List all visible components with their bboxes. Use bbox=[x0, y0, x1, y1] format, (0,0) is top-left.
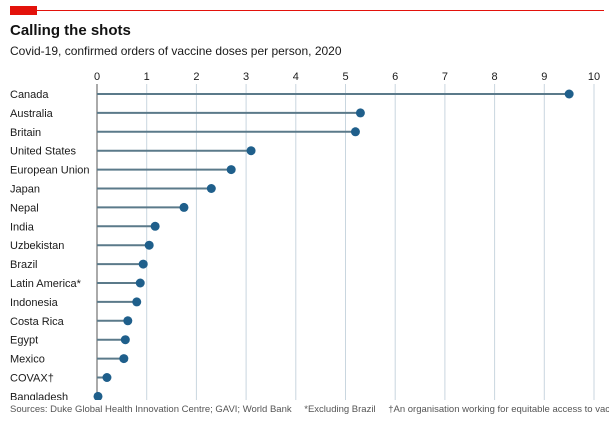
category-label: Britain bbox=[10, 127, 41, 139]
category-label: Latin America* bbox=[10, 278, 82, 290]
x-tick-label-6: 6 bbox=[392, 71, 398, 83]
x-tick-label-4: 4 bbox=[293, 71, 299, 83]
x-tick-labels: 0 1 2 3 4 5 6 7 8 9 10 bbox=[94, 71, 600, 83]
data-point bbox=[150, 221, 160, 231]
x-tick-label-10: 10 bbox=[588, 71, 600, 83]
data-point bbox=[132, 297, 142, 307]
data-point bbox=[120, 335, 130, 345]
category-label: Egypt bbox=[10, 335, 38, 347]
chart-title: Calling the shots bbox=[10, 22, 131, 39]
category-label: Brazil bbox=[10, 259, 38, 271]
x-tick-label-0: 0 bbox=[94, 71, 100, 83]
category-labels: Canada Australia Britain United States Europ… bbox=[10, 89, 90, 400]
stems bbox=[97, 93, 570, 398]
lollipop-chart: 0 1 2 3 4 5 6 7 8 9 10 Canada Australia Britain Unite… bbox=[10, 71, 600, 400]
sources-note: Sources: Duke Global Health Innovation C… bbox=[10, 404, 292, 415]
category-label: Japan bbox=[10, 184, 40, 196]
data-point bbox=[144, 240, 154, 250]
category-label: Uzbekistan bbox=[10, 240, 64, 252]
data-point bbox=[135, 278, 145, 288]
data-point bbox=[179, 202, 189, 212]
data-point bbox=[102, 373, 112, 382]
data-point bbox=[123, 316, 133, 326]
data-point bbox=[119, 354, 129, 364]
brand-tag bbox=[10, 6, 37, 15]
chart-subtitle: Covid-19, confirmed orders of vaccine do… bbox=[10, 44, 342, 58]
x-tick-label-8: 8 bbox=[492, 71, 498, 83]
covax-note: †An organisation working for equitable a… bbox=[388, 404, 609, 415]
data-point bbox=[246, 146, 256, 156]
data-point bbox=[350, 127, 360, 137]
category-label: Australia bbox=[10, 108, 54, 120]
top-rule bbox=[10, 10, 604, 11]
data-point bbox=[206, 184, 216, 193]
dots bbox=[93, 89, 574, 400]
x-tick-label-7: 7 bbox=[442, 71, 448, 83]
data-point bbox=[355, 108, 365, 118]
x-tick-label-9: 9 bbox=[541, 71, 547, 83]
data-point bbox=[138, 259, 148, 269]
data-point bbox=[564, 89, 574, 99]
category-label: Indonesia bbox=[10, 297, 59, 309]
category-label: Bangladesh bbox=[10, 391, 68, 400]
x-tick-label-3: 3 bbox=[243, 71, 249, 83]
data-point bbox=[93, 391, 103, 400]
category-label: Mexico bbox=[10, 354, 45, 366]
category-label: European Union bbox=[10, 165, 90, 177]
category-label: COVAX† bbox=[10, 373, 54, 385]
category-label: India bbox=[10, 221, 35, 233]
footer: Sources: Duke Global Health Innovation C… bbox=[10, 404, 609, 415]
x-tick-label-1: 1 bbox=[144, 71, 150, 83]
category-label: United States bbox=[10, 146, 77, 158]
category-label: Costa Rica bbox=[10, 316, 65, 328]
latin-america-note: *Excluding Brazil bbox=[304, 404, 376, 415]
x-tick-label-5: 5 bbox=[342, 71, 348, 83]
data-point bbox=[226, 165, 236, 175]
x-tick-label-2: 2 bbox=[193, 71, 199, 83]
category-label: Nepal bbox=[10, 202, 39, 214]
category-label: Canada bbox=[10, 89, 49, 101]
